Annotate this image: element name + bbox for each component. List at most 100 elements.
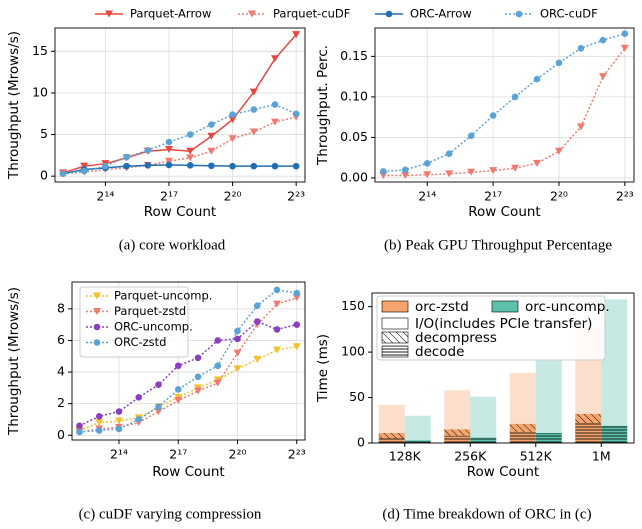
marker <box>80 162 89 170</box>
marker <box>186 154 195 162</box>
marker <box>533 75 541 83</box>
x-tick-label: 2¹⁴ <box>110 447 128 462</box>
marker <box>194 373 202 381</box>
y-axis-label: Throughput. Perc. <box>315 45 331 166</box>
series-line <box>62 116 297 175</box>
bar-segment <box>601 299 628 426</box>
marker <box>555 59 563 67</box>
x-axis-label: Row Count <box>152 464 224 480</box>
marker <box>76 422 83 430</box>
x-axis-label: Row Count <box>144 204 216 220</box>
marker <box>102 162 109 170</box>
marker <box>208 121 215 128</box>
y-tick-label: 6 <box>57 332 65 347</box>
marker <box>273 286 281 294</box>
marker <box>155 381 162 389</box>
marker <box>135 394 143 401</box>
marker <box>253 302 261 310</box>
y-axis-label: Throughput (Mrows/s) <box>6 31 22 180</box>
marker <box>253 355 262 363</box>
bar-hatch <box>444 435 471 443</box>
marker <box>229 111 236 118</box>
caption: (a) core workload <box>119 237 226 253</box>
marker <box>214 362 222 370</box>
marker <box>174 386 182 393</box>
marker <box>273 326 281 333</box>
marker <box>228 116 237 124</box>
marker <box>273 300 282 308</box>
legend-label: ORC-zstd <box>114 335 167 349</box>
x-axis-label: Row Count <box>467 464 539 480</box>
marker <box>249 128 258 136</box>
marker <box>115 425 123 433</box>
marker <box>271 101 279 108</box>
marker <box>401 172 410 180</box>
marker <box>123 162 130 170</box>
marker <box>233 349 242 357</box>
caption: (c) cuDF varying compression <box>79 506 262 522</box>
marker <box>213 379 222 387</box>
marker <box>270 55 279 63</box>
marker <box>207 132 216 140</box>
y-tick-label: 0 <box>357 435 365 450</box>
series-line <box>79 346 297 432</box>
series-line <box>62 164 297 175</box>
y-tick-label: 15 <box>32 43 48 58</box>
y-tick-label: 0.10 <box>340 88 368 103</box>
marker <box>292 343 301 351</box>
marker <box>95 419 104 427</box>
marker <box>554 147 563 155</box>
marker <box>186 162 194 169</box>
marker <box>380 168 387 175</box>
marker <box>576 123 585 131</box>
marker <box>114 417 123 425</box>
x-tick-label: 2¹⁷ <box>169 447 187 462</box>
y-tick-label: 0 <box>40 168 48 183</box>
marker <box>155 403 162 411</box>
bar-hatch <box>444 429 471 436</box>
bar-hatch <box>470 437 497 443</box>
marker <box>533 159 542 167</box>
legend-patch <box>381 317 409 330</box>
marker <box>271 162 279 170</box>
legend-marker <box>93 323 101 331</box>
series-line <box>62 103 297 175</box>
marker <box>253 318 261 325</box>
y-tick-label: 50 <box>349 389 365 404</box>
marker <box>270 118 279 126</box>
y-tick-label: 150 <box>341 298 365 313</box>
x-tick-label: 2¹⁴ <box>418 189 436 204</box>
y-tick-label: 5 <box>40 126 48 141</box>
marker <box>80 167 88 175</box>
bar-segment <box>378 404 405 433</box>
marker <box>164 146 173 154</box>
legend-label: ORC-Arrow <box>410 7 472 21</box>
y-axis-label: Time (ms) <box>315 334 331 403</box>
marker <box>194 354 202 362</box>
marker <box>208 162 215 170</box>
bar-hatch <box>575 423 602 443</box>
marker <box>292 162 300 170</box>
y-tick-label: 0.00 <box>340 169 368 184</box>
marker <box>228 135 237 143</box>
bar-hatch <box>404 440 431 443</box>
caption: (d) Time breakdown of ORC in (c) <box>382 506 591 522</box>
legend-patch <box>491 300 519 313</box>
x-tick-label: 256K <box>454 449 487 464</box>
caption: (b) Peak GPU Throughput Percentage <box>384 237 612 253</box>
x-tick-label: 2²⁰ <box>229 447 247 462</box>
bar-hatch <box>378 438 405 443</box>
bar-hatch <box>575 413 602 423</box>
y-axis-label: Throughput (Mrows/s) <box>6 287 22 436</box>
bar-segment <box>404 415 431 441</box>
y-tick-label: 8 <box>57 300 65 315</box>
marker <box>577 44 585 52</box>
y-tick-label: 4 <box>57 364 65 379</box>
marker <box>115 408 123 415</box>
marker <box>165 138 173 146</box>
bar-segment <box>535 360 562 433</box>
marker <box>144 147 152 154</box>
bar-hatch <box>378 433 405 439</box>
marker <box>174 397 183 404</box>
marker <box>511 164 520 172</box>
